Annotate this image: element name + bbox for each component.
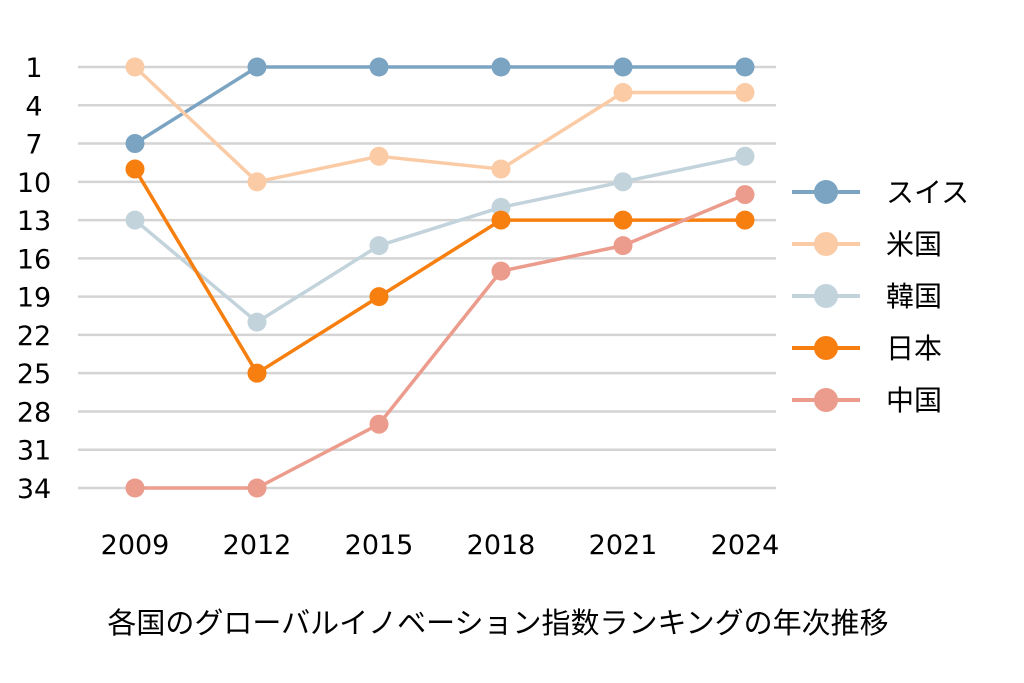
data-point — [735, 83, 755, 103]
data-point — [125, 210, 145, 230]
y-axis-ticks: 1 4 7 10 13 16 19 22 25 28 31 34 — [17, 53, 51, 505]
data-point — [491, 159, 511, 179]
legend-marker — [814, 284, 838, 308]
y-tick-label: 1 — [25, 53, 42, 84]
data-point — [125, 478, 145, 498]
y-tick-label: 28 — [17, 397, 51, 428]
x-tick-label: 2018 — [467, 530, 536, 561]
legend-item: 中国 — [792, 384, 942, 417]
series-line — [134, 65, 745, 146]
legend-item: 日本 — [792, 332, 942, 365]
series-1 — [125, 57, 755, 154]
data-point — [735, 146, 755, 166]
y-tick-label: 25 — [17, 359, 51, 390]
data-point — [369, 414, 389, 434]
data-point — [125, 159, 145, 179]
data-point — [369, 146, 389, 166]
y-tick-label: 10 — [17, 168, 51, 199]
data-point — [491, 57, 511, 77]
y-tick-label: 34 — [17, 474, 51, 505]
data-point — [613, 83, 633, 103]
legend-marker — [814, 180, 838, 204]
legend-marker — [814, 388, 838, 412]
data-point — [491, 261, 511, 281]
data-point — [369, 236, 389, 256]
series-group — [125, 57, 755, 498]
series-4 — [125, 159, 755, 383]
x-tick-label: 2012 — [223, 530, 292, 561]
data-point — [613, 172, 633, 192]
y-tick-label: 7 — [25, 130, 42, 161]
legend-item: 米国 — [792, 228, 942, 261]
y-tick-label: 16 — [17, 244, 51, 275]
data-point — [735, 210, 755, 230]
data-point — [735, 57, 755, 77]
x-tick-label: 2015 — [345, 530, 414, 561]
data-point — [735, 185, 755, 205]
legend-label: 米国 — [886, 228, 942, 261]
data-point — [125, 57, 145, 77]
series-line — [135, 192, 746, 490]
series-5 — [125, 185, 755, 498]
legend-item: 韓国 — [792, 280, 942, 313]
data-point — [613, 236, 633, 256]
x-axis-ticks: 2009 2012 2015 2018 2021 2024 — [101, 530, 780, 561]
legend-marker — [814, 336, 838, 360]
data-point — [125, 134, 145, 154]
x-tick-label: 2024 — [711, 530, 780, 561]
y-tick-label: 31 — [17, 436, 51, 467]
data-point — [247, 478, 267, 498]
legend-label: 韓国 — [886, 280, 942, 313]
data-point — [491, 210, 511, 230]
y-tick-label: 4 — [25, 91, 42, 122]
series-3 — [125, 146, 755, 332]
x-tick-label: 2021 — [589, 530, 658, 561]
gridlines — [78, 65, 776, 490]
data-point — [369, 57, 389, 77]
data-point — [369, 287, 389, 307]
legend-label: 中国 — [886, 384, 942, 417]
data-point — [613, 210, 633, 230]
legend-label: 日本 — [886, 332, 942, 365]
data-point — [613, 57, 633, 77]
series-line — [133, 65, 745, 184]
legend-marker — [814, 232, 838, 256]
y-tick-label: 13 — [17, 206, 51, 237]
series-2 — [125, 57, 755, 192]
series-line — [133, 154, 746, 324]
chart-title: 各国のグローバルイノベーション指数ランキングの年次推移 — [107, 606, 888, 640]
data-point — [247, 57, 267, 77]
series-line — [133, 168, 745, 375]
x-tick-label: 2009 — [101, 530, 170, 561]
legend-item: スイス — [792, 176, 969, 209]
data-point — [247, 172, 267, 192]
data-point — [247, 363, 267, 383]
y-tick-label: 22 — [17, 321, 51, 352]
y-tick-label: 19 — [17, 283, 51, 314]
legend-label: スイス — [886, 176, 969, 209]
data-point — [247, 312, 267, 332]
